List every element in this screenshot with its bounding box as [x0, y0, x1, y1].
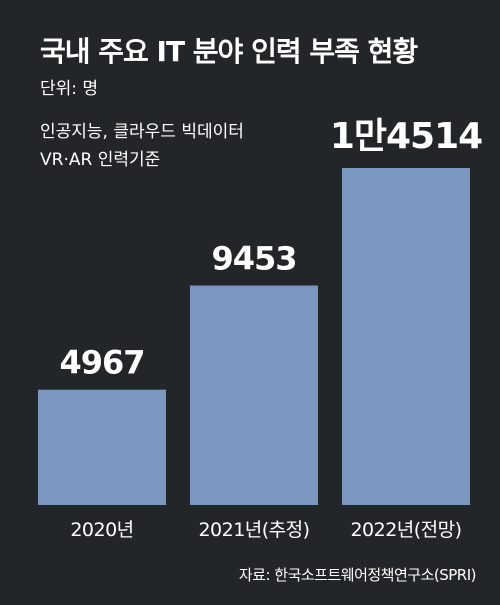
source-note: 자료: 한국소프트웨어정책연구소(SPRI) [238, 566, 477, 584]
data-label-1: 9453 [211, 240, 296, 278]
data-label-0: 4967 [59, 344, 144, 382]
x-tick-label-1: 2021년(추정) [198, 519, 309, 541]
chart-note: 인공지능, 클라우드 빅데이터 VR·AR 인력기준 [40, 118, 244, 174]
note-line-1: 인공지능, 클라우드 빅데이터 [40, 122, 244, 142]
data-label-2: 1만4514 [330, 116, 482, 157]
note-line-2: VR·AR 인력기준 [40, 150, 161, 170]
x-tick-label-2: 2022년(전망) [350, 519, 461, 541]
bar-2 [342, 168, 470, 505]
chart-title: 국내 주요 IT 분야 인력 부족 현황 [40, 35, 418, 68]
unit-label: 단위: 명 [40, 79, 99, 99]
x-tick-label-0: 2020년 [70, 519, 133, 541]
bar-0 [38, 389, 166, 505]
bar-1 [190, 285, 318, 505]
